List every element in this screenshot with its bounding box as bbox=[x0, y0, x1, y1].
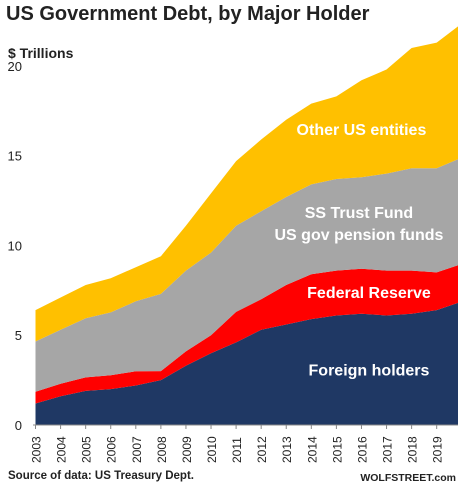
x-tick-label: 2014 bbox=[305, 436, 319, 463]
y-axis-ticks: 0 5 10 15 20 bbox=[8, 59, 22, 433]
x-tick-label: 2004 bbox=[55, 436, 69, 463]
y-tick-label: 0 bbox=[15, 418, 22, 433]
x-tick-label: 2007 bbox=[130, 436, 144, 463]
series-labels: Foreign holders Federal Reserve SS Trust F… bbox=[275, 122, 444, 380]
x-tick-label: 2003 bbox=[30, 436, 44, 463]
chart-areas bbox=[35, 26, 458, 425]
y-tick-label: 10 bbox=[8, 238, 22, 253]
x-axis-ticks: 2003 2004 2005 2006 2007 2008 2009 2010 2011 2012… bbox=[30, 425, 445, 463]
area-series-1 bbox=[35, 265, 458, 404]
x-tick-label: 2008 bbox=[155, 436, 169, 463]
area-series-3 bbox=[35, 26, 458, 342]
area-series-2 bbox=[35, 159, 458, 392]
y-axis-unit-label: $ Trillions bbox=[8, 45, 74, 61]
x-tick-label: 2019 bbox=[431, 436, 445, 463]
area-series-0 bbox=[35, 302, 458, 425]
x-tick-label: 2012 bbox=[255, 436, 269, 463]
x-tick-label: 2005 bbox=[80, 436, 94, 463]
x-tick-label: 2018 bbox=[406, 436, 420, 463]
y-tick-label: 20 bbox=[8, 59, 22, 74]
x-tick-label: 2010 bbox=[205, 436, 219, 463]
x-tick-label: 2011 bbox=[230, 437, 244, 463]
series-label-3: Other US entities bbox=[297, 122, 427, 139]
x-tick-label: 2009 bbox=[180, 436, 194, 463]
chart-title: US Government Debt, by Major Holder bbox=[6, 3, 370, 25]
brand-watermark: WOLFSTREET.com bbox=[360, 472, 456, 484]
y-tick-label: 15 bbox=[8, 149, 22, 164]
x-tick-label: 2006 bbox=[105, 436, 119, 463]
series-label-0: Foreign holders bbox=[309, 363, 430, 380]
series-label-2: SS Trust Fund bbox=[305, 205, 413, 222]
source-note: Source of data: US Treasury Dept. bbox=[8, 470, 194, 482]
x-tick-label: 2015 bbox=[330, 436, 344, 463]
x-tick-label: 2013 bbox=[280, 436, 294, 463]
y-tick-label: 5 bbox=[15, 328, 22, 343]
x-tick-label: 2017 bbox=[381, 436, 395, 463]
x-tick-label: 2016 bbox=[355, 436, 369, 463]
series-label-2: US gov pension funds bbox=[275, 227, 444, 244]
series-label-1: Federal Reserve bbox=[307, 285, 431, 302]
